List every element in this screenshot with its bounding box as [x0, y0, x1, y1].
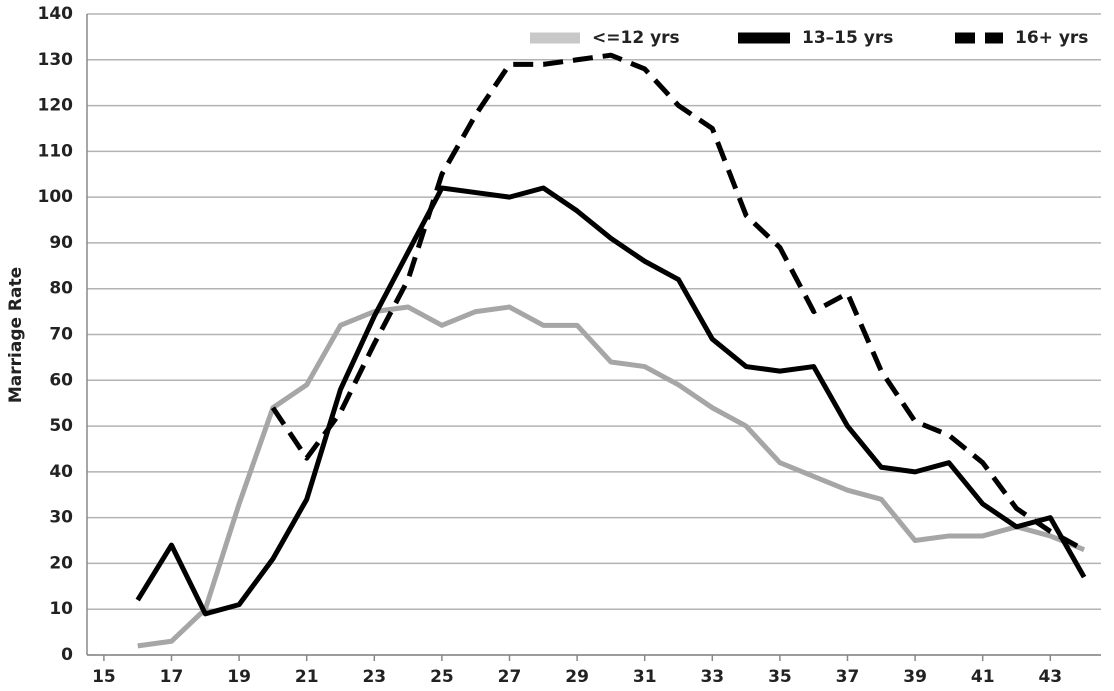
x-tick-label: 29	[565, 667, 589, 687]
legend-label: 16+ yrs	[1015, 28, 1088, 48]
legend-label: <=12 yrs	[592, 28, 680, 48]
x-tick-label: 25	[430, 667, 454, 687]
x-tick-label: 19	[227, 667, 251, 687]
y-tick-label: 70	[49, 325, 73, 345]
y-tick-label: 140	[38, 4, 74, 24]
series-line	[137, 304, 1086, 649]
x-tick-label: 15	[92, 667, 116, 687]
x-tick-label: 21	[295, 667, 319, 687]
y-tick-label: 30	[49, 508, 73, 528]
y-tick-label: 80	[49, 279, 73, 299]
x-tick-label: 17	[160, 667, 184, 687]
y-axis-label: Marriage Rate	[6, 267, 26, 403]
y-tick-label: 10	[49, 599, 73, 619]
legend-label: 13–15 yrs	[802, 28, 893, 48]
y-tick-label: 60	[49, 370, 73, 390]
series-line	[135, 185, 1087, 617]
y-tick-label: 130	[38, 50, 74, 70]
x-tick-label: 39	[903, 667, 927, 687]
x-tick-label: 37	[836, 667, 860, 687]
x-tick-label: 43	[1038, 667, 1062, 687]
y-tick-label: 0	[61, 645, 73, 665]
x-tick-label: 31	[633, 667, 657, 687]
y-tick-label: 120	[38, 96, 74, 116]
y-tick-label: 110	[38, 141, 74, 161]
x-tick-label: 35	[768, 667, 792, 687]
y-tick-label: 100	[38, 187, 74, 207]
series-line	[270, 52, 1086, 552]
y-tick-label: 20	[49, 553, 73, 573]
y-tick-label: 50	[49, 416, 73, 436]
x-tick-label: 23	[362, 667, 386, 687]
y-tick-label: 90	[49, 233, 73, 253]
x-tick-label: 41	[971, 667, 995, 687]
x-tick-label: 33	[700, 667, 724, 687]
y-tick-label: 40	[49, 462, 73, 482]
x-tick-label: 27	[498, 667, 522, 687]
